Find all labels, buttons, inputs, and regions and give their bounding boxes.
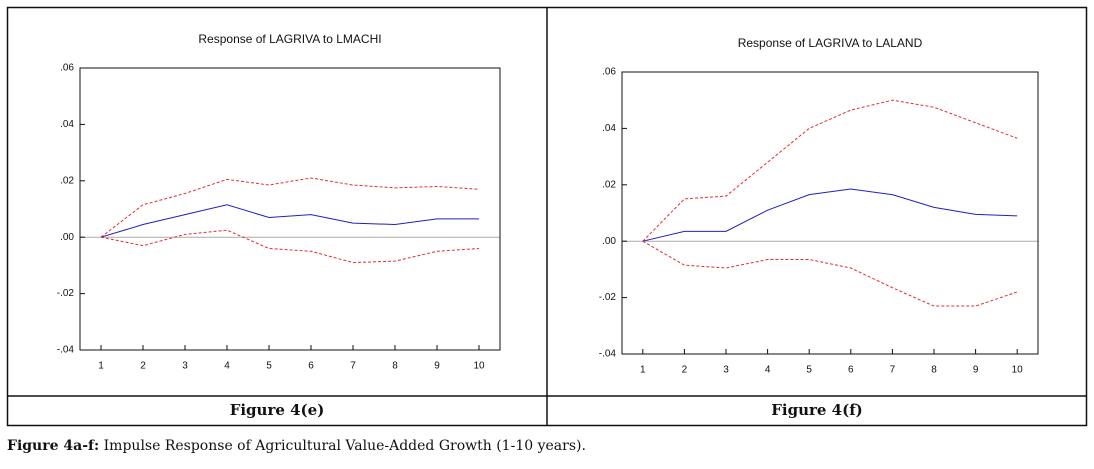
x-tick-label: 4 [224, 361, 230, 372]
x-tick-label: 6 [308, 361, 314, 372]
series-line [642, 99, 1018, 242]
y-tick-label: .02 [60, 175, 74, 186]
x-tick-label: 4 [765, 365, 771, 376]
caption: Figure 4a-f: Impulse Response of Agricul… [7, 438, 586, 454]
x-tick-label: 9 [434, 361, 440, 372]
x-tick-label: 8 [392, 361, 398, 372]
y-tick-label: .00 [60, 232, 74, 243]
y-tick-label: -.02 [57, 288, 75, 299]
y-tick-label: .02 [602, 179, 616, 190]
x-tick-label: 3 [182, 361, 188, 372]
x-tick-label: 2 [682, 365, 688, 376]
x-tick-label: 8 [931, 365, 937, 376]
series-line [642, 188, 1018, 242]
plot-frame [621, 71, 1039, 355]
y-tick-label: .06 [60, 63, 74, 74]
y-tick-label: -.04 [599, 349, 617, 360]
panel-label: Figure 4(e) [230, 401, 325, 419]
chart-title: Response of LAGRIVA to LMACHI [198, 32, 381, 46]
x-tick-label: 10 [473, 361, 485, 372]
x-tick-label: 1 [98, 361, 104, 372]
series-line [642, 240, 1018, 307]
x-tick-label: 5 [806, 365, 812, 376]
y-tick-label: -.02 [599, 292, 617, 303]
y-tick-label: .06 [602, 67, 616, 78]
x-tick-label: 2 [140, 361, 146, 372]
series-line [100, 229, 480, 264]
chart-title: Response of LAGRIVA to LALAND [738, 36, 923, 50]
caption-label: Figure 4a-f: [7, 438, 99, 454]
x-tick-label: 9 [973, 365, 979, 376]
x-tick-label: 7 [890, 365, 896, 376]
x-tick-label: 7 [350, 361, 356, 372]
y-tick-label: -.04 [57, 345, 75, 356]
x-tick-label: 5 [266, 361, 272, 372]
y-tick-label: .04 [60, 119, 74, 130]
x-tick-label: 10 [1012, 365, 1024, 376]
plot-frame [79, 67, 501, 351]
x-tick-label: 3 [723, 365, 729, 376]
series-line [100, 177, 480, 238]
x-tick-label: 1 [640, 365, 646, 376]
caption-text: Impulse Response of Agricultural Value-A… [104, 438, 586, 454]
series-line [100, 204, 479, 238]
x-tick-label: 6 [848, 365, 854, 376]
panel-label: Figure 4(f) [771, 401, 863, 419]
y-tick-label: .00 [602, 236, 616, 247]
y-tick-label: .04 [602, 123, 616, 134]
